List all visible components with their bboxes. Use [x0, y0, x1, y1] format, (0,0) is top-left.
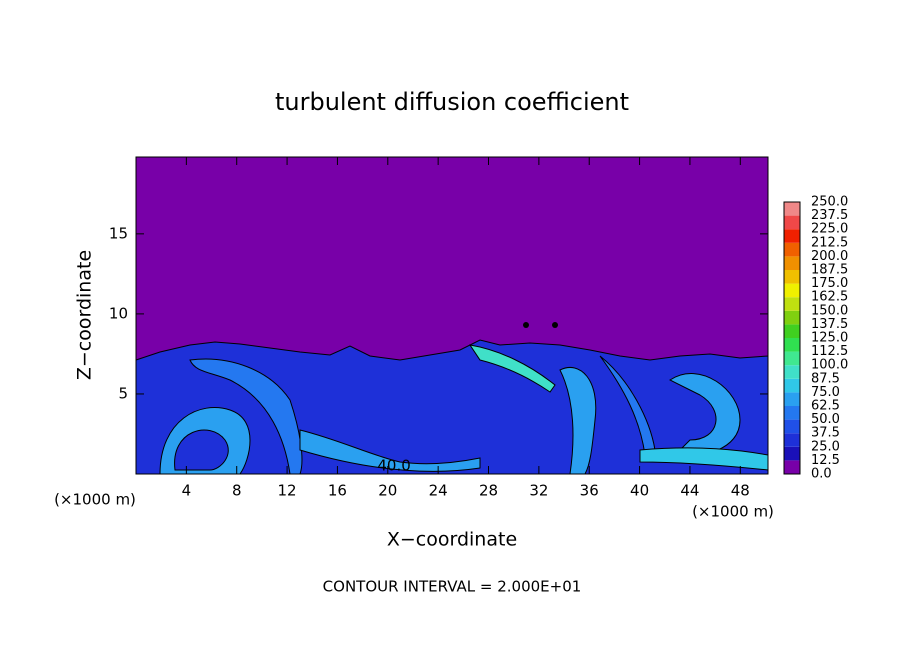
- colorbar-label: 112.5: [811, 344, 848, 359]
- colorbar-swatch: [784, 270, 800, 284]
- field-region: [559, 367, 597, 475]
- colorbar-label: 212.5: [811, 235, 848, 250]
- colorbar-swatch: [784, 283, 800, 298]
- colorbar-swatch: [784, 338, 800, 352]
- colorbar-label: 250.0: [811, 195, 848, 210]
- contour-field: [135, 157, 769, 475]
- x-tick-label: 20: [378, 482, 397, 500]
- field-blob: [523, 322, 529, 328]
- x-tick-label: 12: [278, 482, 297, 500]
- colorbar-label: 25.0: [811, 439, 840, 454]
- colorbar-swatch: [784, 419, 800, 434]
- x-axis-label: X−coordinate: [387, 529, 517, 551]
- colorbar-swatch: [784, 215, 800, 230]
- field-region: [299, 429, 481, 472]
- chart-title: turbulent diffusion coefficient: [275, 88, 629, 116]
- x-tick-label: 32: [529, 482, 548, 500]
- colorbar-label: 137.5: [811, 317, 848, 332]
- colorbar-label: 87.5: [811, 371, 840, 386]
- colorbar-label: 75.0: [811, 385, 840, 400]
- colorbar-label: 50.0: [811, 412, 840, 427]
- field-region: [468, 344, 556, 393]
- x-tick-label: 48: [731, 482, 750, 500]
- colorbar-label: 225.0: [811, 222, 848, 237]
- colorbar-swatch: [784, 406, 800, 420]
- x-unit-right: (×1000 m): [692, 503, 774, 521]
- y-tick-label: 10: [109, 304, 128, 322]
- colorbar-label: 37.5: [811, 426, 840, 441]
- colorbar-label: 12.5: [811, 453, 840, 468]
- colorbar-label: 237.5: [811, 208, 848, 223]
- colorbar-swatch: [784, 365, 800, 379]
- contour-label: 40.0: [377, 457, 410, 475]
- x-unit-left: (×1000 m): [54, 491, 136, 509]
- colorbar-label: 175.0: [811, 276, 848, 291]
- y-axis-label: Z−coordinate: [74, 250, 96, 380]
- annotation: CONTOUR INTERVAL = 2.000E+01: [323, 578, 582, 596]
- colorbar-swatch: [784, 310, 800, 325]
- colorbar-swatch: [784, 392, 800, 406]
- colorbar-label: 62.5: [811, 399, 840, 414]
- x-tick-label: 8: [232, 482, 242, 500]
- x-tick-label: 28: [479, 482, 498, 500]
- colorbar-swatch: [784, 460, 800, 474]
- colorbar-frame: [783, 201, 801, 475]
- y-tick-label: 5: [118, 384, 128, 402]
- x-tick-label: 24: [429, 482, 448, 500]
- colorbar-label: 187.5: [811, 263, 848, 278]
- colorbar-label: 0.0: [811, 467, 832, 482]
- colorbar-swatch: [784, 256, 800, 270]
- colorbar-swatch: [784, 242, 800, 257]
- colorbar-label: 200.0: [811, 249, 848, 264]
- x-tick-label: 40: [630, 482, 649, 500]
- field-region: [174, 429, 229, 471]
- colorbar-label: 125.0: [811, 331, 848, 346]
- colorbar-swatch: [784, 446, 800, 461]
- field-blob: [552, 322, 558, 328]
- colorbar-swatch: [784, 202, 800, 216]
- colorbar-swatch: [784, 297, 800, 311]
- colorbar-label: 100.0: [811, 358, 848, 373]
- colorbar-label: 150.0: [811, 303, 848, 318]
- colorbar-swatch: [784, 433, 800, 447]
- x-tick-label: 4: [182, 482, 192, 500]
- colorbar-swatch: [784, 351, 800, 366]
- colorbar-label: 162.5: [811, 290, 848, 305]
- y-tick-label: 15: [109, 224, 128, 242]
- colorbar-swatch: [784, 324, 800, 338]
- x-tick-label: 44: [680, 482, 699, 500]
- x-tick-label: 36: [580, 482, 599, 500]
- plot-frame: [135, 156, 769, 475]
- colorbar-swatch: [784, 229, 800, 243]
- colorbar-swatch: [784, 378, 800, 393]
- x-tick-label: 16: [328, 482, 347, 500]
